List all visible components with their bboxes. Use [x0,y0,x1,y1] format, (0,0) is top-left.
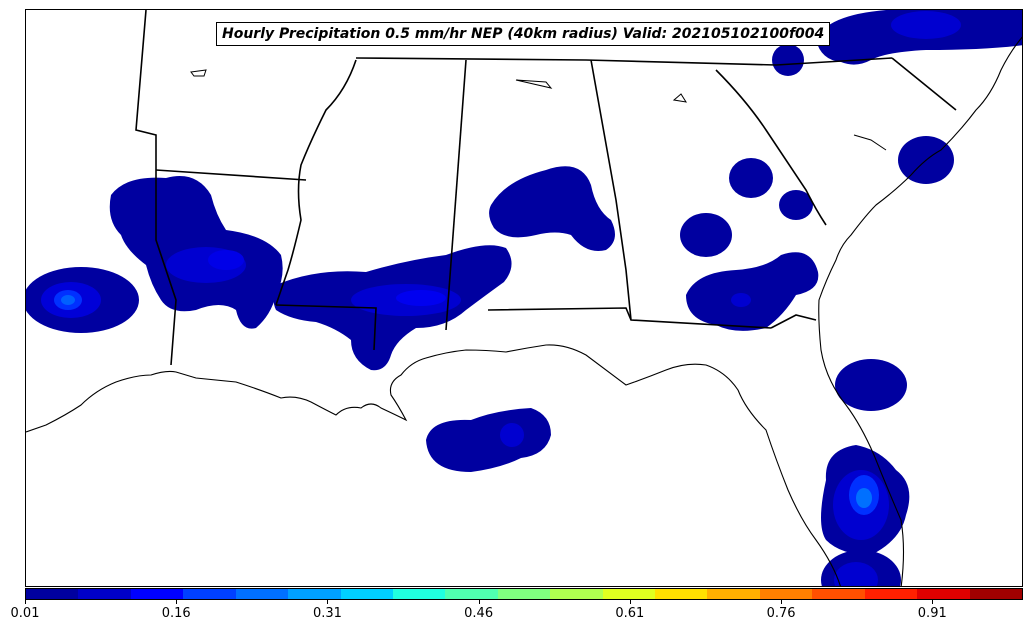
colorbar-tick [25,600,26,604]
map-canvas [26,10,1022,586]
colorbar-tick-label: 0.61 [615,606,645,621]
colorbar-tick-label: 0.76 [766,606,796,621]
colorbar-swatch [130,589,184,599]
precip-blob-florida-east [835,359,907,411]
precip-blob-south-georgia [686,252,819,331]
colorbar-swatch [812,589,865,599]
atlantic-coastline [818,36,1022,586]
colorbar-tick-label: 0.31 [312,606,342,621]
colorbar-tick-label: 0.01 [10,606,40,621]
precip-blob-georgia-north [729,158,773,198]
colorbar-swatch [864,589,918,599]
colorbar-swatch [340,589,393,599]
colorbar-swatch [183,589,236,599]
colorbar-tick [327,600,329,604]
colorbar-swatch [707,589,760,599]
colorbar-tick [932,600,934,604]
colorbar-swatch [759,589,813,599]
colorbar-swatch [235,589,289,599]
colorbar-swatch [78,589,131,599]
precip-blob-gulf-ocean [426,408,551,472]
colorbar-swatch [602,589,656,599]
map-title: Hourly Precipitation 0.5 mm/hr NEP (40km… [216,22,831,46]
colorbar-tick-label: 0.91 [917,606,947,621]
precip-blob-louisiana [109,176,283,329]
colorbar-swatch [655,589,708,599]
colorbar-swatch [26,589,79,599]
colorbar-swatch [288,589,341,599]
precip-blob-gulf-coast [273,245,512,371]
precip-core-carolina [891,11,961,39]
precip-blob-alabama [489,166,615,251]
colorbar-swatch [392,589,446,599]
colorbar-tick [478,600,480,604]
colorbar-swatch [445,589,498,599]
colorbar-tick [781,600,783,604]
lakes [190,69,887,151]
colorbar-swatch [497,589,551,599]
precip-blob-florida-peninsula [821,445,910,555]
gulf-coastline [26,344,841,586]
precip-blob-carolina-west [772,44,804,76]
colorbar-swatch [550,589,603,599]
colorbar-tick [176,600,178,604]
map-panel: Hourly Precipitation 0.5 mm/hr NEP (40km… [25,9,1023,587]
colorbar-tick-label: 0.16 [161,606,191,621]
colorbar-tick [629,600,631,604]
state-boundaries [135,10,957,366]
precip-blob-east-texas [26,267,139,333]
precip-blob-georgia-east [779,190,813,220]
colorbar [25,588,1023,600]
precip-blob-georgia-west [680,213,732,257]
colorbar-swatch [917,589,970,599]
precip-blob-florida-south [821,550,901,586]
precipitation-areas [26,10,1022,586]
colorbar-tick-label: 0.46 [464,606,494,621]
colorbar-swatch [969,589,1023,599]
